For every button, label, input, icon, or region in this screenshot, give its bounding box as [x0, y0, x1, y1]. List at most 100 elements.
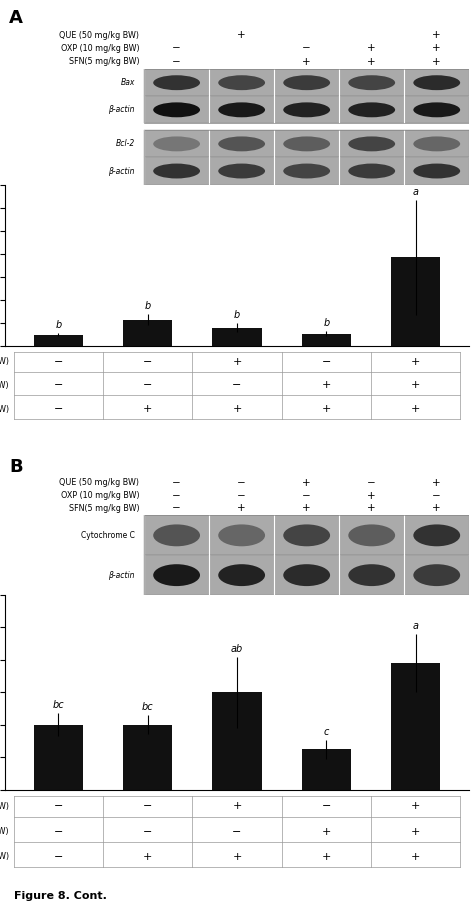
Ellipse shape: [218, 76, 265, 90]
Text: −: −: [172, 503, 181, 513]
Ellipse shape: [283, 76, 330, 90]
Text: −: −: [54, 357, 63, 367]
Ellipse shape: [348, 524, 395, 546]
Bar: [302, 749, 351, 790]
Text: +: +: [237, 503, 246, 513]
Text: −: −: [54, 404, 63, 414]
Text: −: −: [143, 802, 152, 812]
Text: −: −: [322, 802, 331, 812]
Text: QUE (50 mg/kg BW): QUE (50 mg/kg BW): [0, 358, 9, 367]
Text: ab: ab: [231, 644, 243, 654]
Text: SFN (5 mg/kg BW): SFN (5 mg/kg BW): [0, 853, 9, 861]
Text: −: −: [54, 802, 63, 812]
Ellipse shape: [218, 136, 265, 151]
Text: +: +: [411, 826, 420, 836]
Text: +: +: [367, 56, 376, 66]
Text: −: −: [302, 44, 311, 54]
Text: Bcl-2: Bcl-2: [116, 139, 135, 148]
Ellipse shape: [153, 524, 200, 546]
Text: +: +: [432, 30, 441, 40]
Text: c: c: [324, 727, 329, 737]
Ellipse shape: [348, 102, 395, 117]
Text: −: −: [143, 826, 152, 836]
Bar: [144, 157, 469, 185]
Text: +: +: [411, 852, 420, 862]
Text: −: −: [232, 380, 242, 390]
Text: +: +: [237, 30, 246, 40]
Text: b: b: [323, 318, 329, 329]
Bar: [302, 334, 351, 346]
Text: SFN(5 mg/kg BW): SFN(5 mg/kg BW): [69, 57, 139, 66]
Text: OXP (10 mg/kg BW): OXP (10 mg/kg BW): [0, 827, 9, 836]
Text: +: +: [432, 56, 441, 66]
Ellipse shape: [283, 164, 330, 178]
Text: bc: bc: [142, 703, 154, 713]
Text: +: +: [411, 802, 420, 812]
Text: SFN (5 mg/kg BW): SFN (5 mg/kg BW): [0, 405, 9, 413]
Text: +: +: [302, 503, 311, 513]
Ellipse shape: [283, 102, 330, 117]
Text: SFN(5 mg/kg BW): SFN(5 mg/kg BW): [69, 504, 139, 513]
Text: Cytochrome C: Cytochrome C: [81, 531, 135, 540]
Text: −: −: [54, 826, 63, 836]
Text: −: −: [232, 826, 242, 836]
Ellipse shape: [348, 136, 395, 151]
Text: QUE (50 mg/kg BW): QUE (50 mg/kg BW): [59, 479, 139, 488]
Text: +: +: [302, 56, 311, 66]
Bar: [212, 693, 262, 790]
Ellipse shape: [348, 164, 395, 178]
Bar: [144, 130, 469, 185]
Bar: [144, 515, 469, 595]
Text: −: −: [367, 478, 376, 488]
Text: Figure 8. Cont.: Figure 8. Cont.: [14, 891, 107, 901]
Text: a: a: [413, 187, 419, 197]
Text: +: +: [232, 802, 242, 812]
Ellipse shape: [153, 564, 200, 586]
Text: OXP (10 mg/kg BW): OXP (10 mg/kg BW): [0, 381, 9, 390]
Text: +: +: [411, 357, 420, 367]
Bar: [144, 96, 469, 124]
Text: −: −: [237, 478, 246, 488]
Text: +: +: [232, 404, 242, 414]
Text: −: −: [302, 490, 311, 500]
Text: b: b: [234, 310, 240, 320]
Text: +: +: [432, 503, 441, 513]
Text: −: −: [172, 478, 181, 488]
Text: β-actin: β-actin: [108, 167, 135, 176]
Ellipse shape: [218, 102, 265, 117]
Ellipse shape: [283, 524, 330, 546]
Text: −: −: [143, 357, 152, 367]
Bar: [144, 555, 469, 595]
Ellipse shape: [218, 564, 265, 586]
Text: β-actin: β-actin: [108, 106, 135, 115]
Bar: [144, 130, 469, 157]
Text: −: −: [143, 380, 152, 390]
Ellipse shape: [218, 524, 265, 546]
Text: +: +: [322, 852, 331, 862]
Text: +: +: [302, 478, 311, 488]
Bar: [391, 258, 440, 346]
Text: +: +: [322, 380, 331, 390]
Ellipse shape: [153, 164, 200, 178]
Ellipse shape: [153, 76, 200, 90]
Bar: [34, 724, 83, 790]
Text: +: +: [411, 380, 420, 390]
Bar: [144, 69, 469, 96]
Text: +: +: [143, 852, 152, 862]
Ellipse shape: [283, 564, 330, 586]
Ellipse shape: [348, 564, 395, 586]
Ellipse shape: [413, 76, 460, 90]
Bar: [144, 69, 469, 124]
Bar: [34, 335, 83, 346]
Ellipse shape: [218, 164, 265, 178]
Text: +: +: [367, 44, 376, 54]
Text: b: b: [145, 301, 151, 311]
Ellipse shape: [283, 136, 330, 151]
Text: +: +: [432, 478, 441, 488]
Ellipse shape: [413, 102, 460, 117]
Ellipse shape: [413, 164, 460, 178]
Text: bc: bc: [53, 701, 64, 711]
Text: +: +: [143, 404, 152, 414]
Text: Bax: Bax: [120, 78, 135, 87]
Ellipse shape: [153, 102, 200, 117]
